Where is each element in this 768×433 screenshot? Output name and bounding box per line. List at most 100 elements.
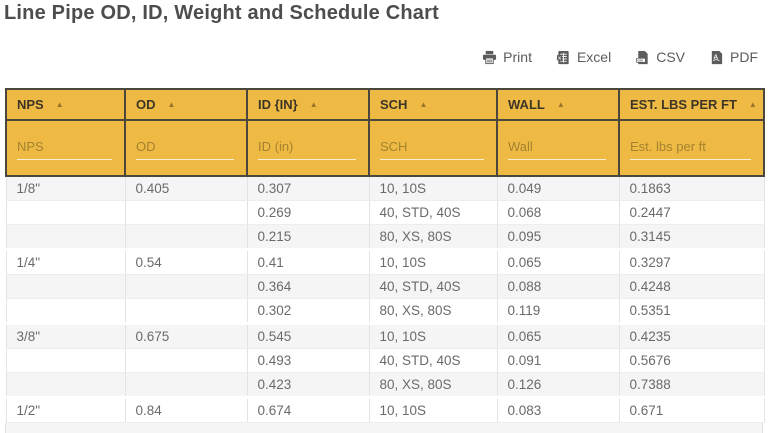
excel-export-button[interactable]: X Excel bbox=[553, 47, 614, 67]
sort-ascending-icon: ▲ bbox=[167, 100, 176, 109]
table-cell: 0.3297 bbox=[618, 249, 765, 275]
sort-ascending-icon: ▲ bbox=[556, 100, 565, 109]
export-toolbar: Print X Excel csv CSV A bbox=[479, 47, 761, 67]
print-button[interactable]: Print bbox=[479, 47, 535, 67]
table-cell: 10, 10S bbox=[368, 397, 498, 423]
column-header-label: ID {IN} bbox=[258, 97, 298, 112]
table-row: 0.215 80, XS, 80S 0.095 0.3145 bbox=[5, 224, 765, 251]
filter-input-sch[interactable] bbox=[380, 135, 484, 160]
table-cell: 0.126 bbox=[496, 372, 620, 399]
table-cell bbox=[124, 200, 248, 225]
table-cell bbox=[5, 224, 126, 251]
table-cell: 0.41 bbox=[246, 249, 370, 275]
table-cell: 0.674 bbox=[246, 397, 370, 423]
table-cell bbox=[124, 348, 248, 373]
table-row: 0.302 80, XS, 80S 0.119 0.5351 bbox=[5, 298, 765, 325]
table-cell: 40, STD, 40S bbox=[368, 348, 498, 373]
filter-input-wall[interactable] bbox=[508, 135, 606, 160]
table-filter-row bbox=[5, 120, 765, 177]
filter-input-est-lbs-per-ft[interactable] bbox=[630, 135, 751, 160]
sort-ascending-icon: ▲ bbox=[309, 100, 318, 109]
table-row: 1/8" 0.405 0.307 10, 10S 0.049 0.1863 bbox=[5, 176, 765, 201]
table-cell: 80, XS, 80S bbox=[368, 372, 498, 399]
table-cell: 40, STD, 40S bbox=[368, 200, 498, 225]
table-cell: 0.5676 bbox=[618, 348, 765, 373]
table-cell: 0.423 bbox=[246, 372, 370, 399]
table-cell bbox=[124, 224, 248, 251]
table-cell bbox=[124, 298, 248, 325]
filter-input-nps[interactable] bbox=[17, 135, 112, 160]
table-cell: 0.1863 bbox=[618, 176, 765, 201]
column-header-label: NPS bbox=[17, 97, 44, 112]
table-cell bbox=[5, 348, 126, 373]
filter-cell-od bbox=[124, 120, 248, 177]
sort-ascending-icon: ▲ bbox=[419, 100, 428, 109]
table-cell bbox=[124, 274, 248, 299]
column-header-label: OD bbox=[136, 97, 156, 112]
table-cell: 1/4" bbox=[5, 249, 126, 275]
column-header-label: SCH bbox=[380, 97, 408, 112]
pdf-icon: A bbox=[709, 50, 724, 65]
print-button-label: Print bbox=[503, 49, 532, 65]
table-cell: 0.119 bbox=[496, 298, 620, 325]
table-cell: 0.068 bbox=[496, 200, 620, 225]
filter-input-od[interactable] bbox=[136, 135, 234, 160]
table-row-clipped bbox=[5, 423, 763, 433]
svg-text:A: A bbox=[713, 54, 718, 61]
table-cell: 0.545 bbox=[246, 323, 370, 349]
table-cell: 0.675 bbox=[124, 323, 248, 349]
table-cell: 10, 10S bbox=[368, 249, 498, 275]
table-cell: 0.215 bbox=[246, 224, 370, 251]
table-cell: 0.3145 bbox=[618, 224, 765, 251]
pdf-export-button[interactable]: A PDF bbox=[706, 47, 761, 67]
column-header-wall[interactable]: WALL ▲ bbox=[496, 88, 620, 121]
sort-ascending-icon: ▲ bbox=[748, 100, 757, 109]
pdf-export-button-label: PDF bbox=[730, 49, 758, 65]
table-cell: 0.671 bbox=[618, 397, 765, 423]
table-cell: 0.2447 bbox=[618, 200, 765, 225]
excel-export-button-label: Excel bbox=[576, 49, 612, 65]
table-cell: 0.065 bbox=[496, 323, 620, 349]
table-cell: 0.54 bbox=[124, 249, 248, 275]
filter-input-id-in[interactable] bbox=[258, 135, 356, 160]
column-header-nps[interactable]: NPS ▲ bbox=[5, 88, 126, 121]
table-row: 0.364 40, STD, 40S 0.088 0.4248 bbox=[5, 274, 765, 299]
table-row: 0.269 40, STD, 40S 0.068 0.2447 bbox=[5, 200, 765, 225]
svg-text:X: X bbox=[558, 55, 562, 60]
sort-ascending-icon: ▲ bbox=[55, 100, 64, 109]
csv-icon: csv bbox=[635, 50, 650, 65]
excel-icon: X bbox=[556, 50, 571, 65]
table-cell: 0.307 bbox=[246, 176, 370, 201]
table-cell: 40, STD, 40S bbox=[368, 274, 498, 299]
table-row: 3/8" 0.675 0.545 10, 10S 0.065 0.4235 bbox=[5, 323, 765, 349]
table-cell: 0.065 bbox=[496, 249, 620, 275]
table-cell: 0.095 bbox=[496, 224, 620, 251]
column-header-est-lbs-per-ft[interactable]: EST. LBS PER FT ▲ bbox=[618, 88, 765, 121]
table-cell bbox=[5, 274, 126, 299]
column-header-od[interactable]: OD ▲ bbox=[124, 88, 248, 121]
table-row: 1/2" 0.84 0.674 10, 10S 0.083 0.671 bbox=[5, 397, 765, 423]
table-cell: 1/2" bbox=[5, 397, 126, 423]
table-cell: 0.269 bbox=[246, 200, 370, 225]
table-cell: 1/8" bbox=[5, 176, 126, 201]
column-header-id-in[interactable]: ID {IN} ▲ bbox=[246, 88, 370, 121]
table-row: 0.493 40, STD, 40S 0.091 0.5676 bbox=[5, 348, 765, 373]
table-cell: 0.302 bbox=[246, 298, 370, 325]
page-title: Line Pipe OD, ID, Weight and Schedule Ch… bbox=[4, 2, 439, 24]
table-cell: 0.091 bbox=[496, 348, 620, 373]
data-table: NPS ▲ OD ▲ ID {IN} ▲ SCH ▲ WALL ▲ EST. LBS PER FT ▲… bbox=[5, 88, 765, 423]
filter-cell-id-in bbox=[246, 120, 370, 177]
svg-text:csv: csv bbox=[638, 58, 644, 62]
table-cell: 10, 10S bbox=[368, 176, 498, 201]
column-header-sch[interactable]: SCH ▲ bbox=[368, 88, 498, 121]
filter-cell-wall bbox=[496, 120, 620, 177]
csv-export-button[interactable]: csv CSV bbox=[632, 47, 688, 67]
table-cell bbox=[5, 200, 126, 225]
table-cell bbox=[5, 298, 126, 325]
csv-export-button-label: CSV bbox=[656, 49, 685, 65]
printer-icon bbox=[482, 50, 497, 65]
table-row: 1/4" 0.54 0.41 10, 10S 0.065 0.3297 bbox=[5, 249, 765, 275]
table-cell: 0.7388 bbox=[618, 372, 765, 399]
table-cell: 0.083 bbox=[496, 397, 620, 423]
table-cell: 0.049 bbox=[496, 176, 620, 201]
